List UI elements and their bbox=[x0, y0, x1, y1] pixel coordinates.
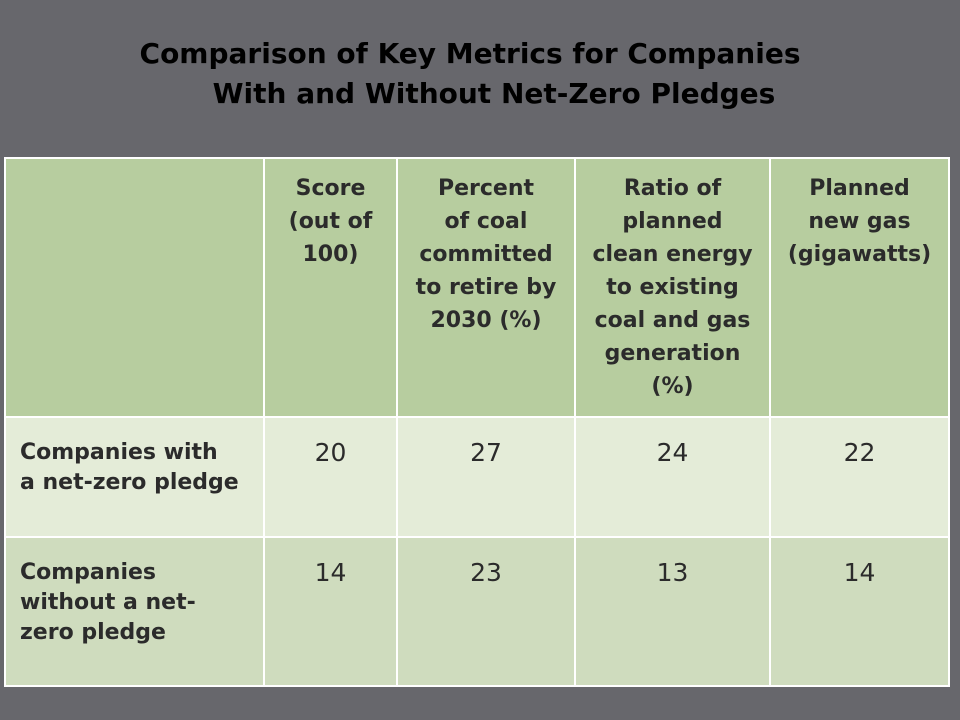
cell-without-pledge-coal-retire: 23 bbox=[396, 536, 576, 687]
metrics-table-panel: Score (out of 100) Percent of coal commi… bbox=[4, 157, 950, 687]
metrics-table: Score (out of 100) Percent of coal commi… bbox=[4, 157, 950, 687]
slide-title: Comparison of Key Metrics for Companies … bbox=[0, 34, 960, 114]
row-label-with-pledge: Companies with a net-zero pledge bbox=[4, 416, 265, 538]
table-row: Companies with a net-zero pledge 20 27 2… bbox=[4, 416, 950, 538]
header-cell-coal-retire: Percent of coal committed to retire by 2… bbox=[396, 157, 576, 418]
cell-with-pledge-score: 20 bbox=[263, 416, 398, 538]
header-cell-new-gas: Planned new gas (gigawatts) bbox=[769, 157, 950, 418]
cell-with-pledge-coal-retire: 27 bbox=[396, 416, 576, 538]
cell-without-pledge-clean-energy-ratio: 13 bbox=[574, 536, 771, 687]
header-cell-clean-energy-ratio: Ratio of planned clean energy to existin… bbox=[574, 157, 771, 418]
cell-with-pledge-clean-energy-ratio: 24 bbox=[574, 416, 771, 538]
header-cell-score: Score (out of 100) bbox=[263, 157, 398, 418]
cell-without-pledge-new-gas: 14 bbox=[769, 536, 950, 687]
slide-title-line-1: Comparison of Key Metrics for Companies bbox=[139, 37, 801, 70]
table-row: Companies without a net- zero pledge 14 … bbox=[4, 536, 950, 687]
table-header-row: Score (out of 100) Percent of coal commi… bbox=[4, 157, 950, 418]
slide-title-line-2: With and Without Net-Zero Pledges bbox=[212, 77, 776, 110]
row-label-without-pledge: Companies without a net- zero pledge bbox=[4, 536, 265, 687]
header-cell-blank bbox=[4, 157, 265, 418]
cell-with-pledge-new-gas: 22 bbox=[769, 416, 950, 538]
cell-without-pledge-score: 14 bbox=[263, 536, 398, 687]
